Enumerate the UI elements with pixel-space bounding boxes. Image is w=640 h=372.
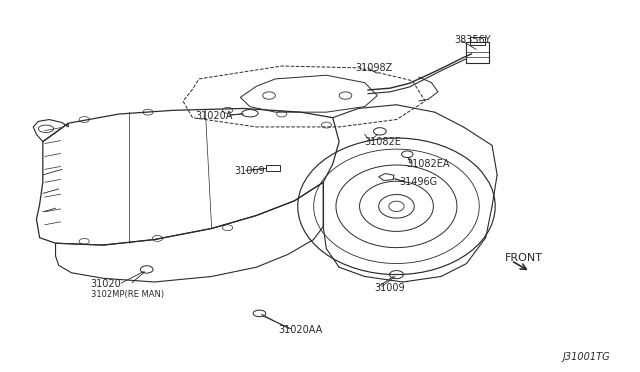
Text: 31082E: 31082E [365, 137, 401, 147]
Text: 31020: 31020 [91, 279, 122, 289]
Text: 31098Z: 31098Z [355, 63, 392, 73]
Text: 31082EA: 31082EA [406, 159, 449, 169]
Text: 31069: 31069 [234, 166, 264, 176]
Text: 38356Y: 38356Y [454, 35, 490, 45]
Text: 31020A: 31020A [196, 111, 233, 121]
Text: FRONT: FRONT [505, 253, 543, 263]
Text: 31496G: 31496G [399, 177, 438, 187]
Text: J31001TG: J31001TG [562, 352, 610, 362]
Text: 31020AA: 31020AA [278, 325, 323, 335]
Text: 3102MP(RE MAN): 3102MP(RE MAN) [91, 291, 164, 299]
Text: 31009: 31009 [374, 283, 404, 292]
